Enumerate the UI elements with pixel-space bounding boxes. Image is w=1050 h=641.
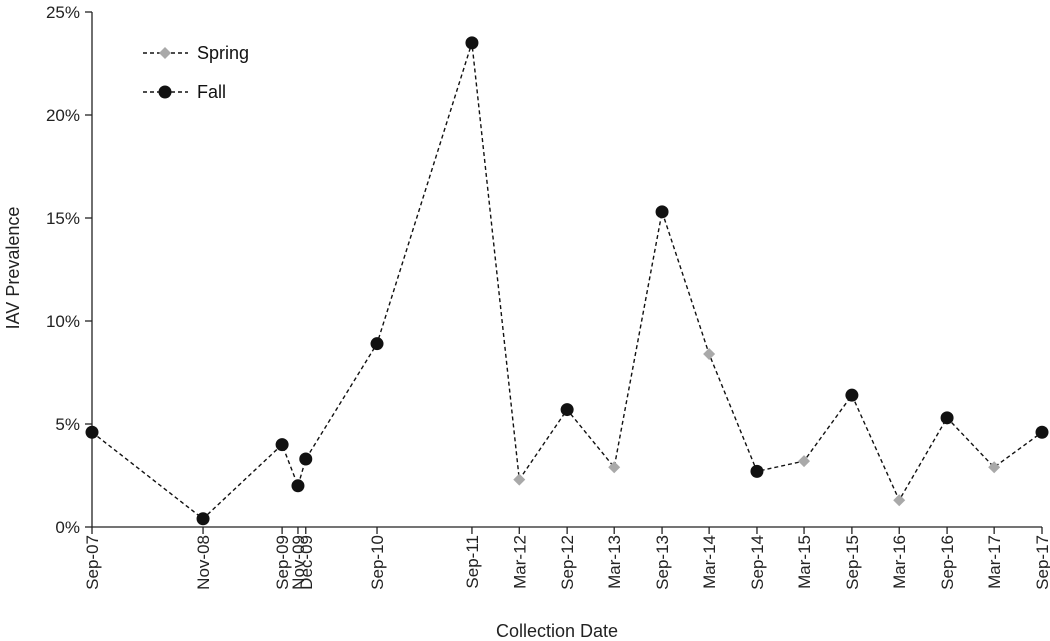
x-tick-label: Sep-14: [748, 535, 767, 590]
y-tick-label: 20%: [46, 106, 80, 125]
fall-point: [655, 205, 669, 219]
x-tick-label: Dec-09: [297, 535, 316, 590]
fall-point: [940, 411, 954, 425]
legend-label: Fall: [197, 82, 226, 102]
y-tick-label: 15%: [46, 209, 80, 228]
spring-point: [608, 461, 621, 474]
fall-point: [299, 452, 313, 466]
x-tick-label: Sep-16: [938, 535, 957, 590]
fall-point: [370, 337, 384, 351]
series-line: [91, 42, 1043, 520]
x-tick-label: Mar-14: [700, 535, 719, 589]
spring-point: [798, 455, 811, 468]
fall-point: [196, 512, 210, 526]
x-tick-label: Sep-07: [83, 535, 102, 590]
x-tick-label: Mar-13: [605, 535, 624, 589]
spring-point: [513, 473, 526, 486]
x-tick-label: Sep-13: [653, 535, 672, 590]
x-tick-label: Mar-16: [890, 535, 909, 589]
fall-point: [560, 403, 574, 417]
y-tick-label: 25%: [46, 3, 80, 22]
x-tick-label: Sep-11: [463, 535, 482, 589]
x-tick-label: Mar-15: [795, 535, 814, 589]
spring-point: [893, 494, 906, 507]
fall-point: [465, 36, 479, 50]
fall-point: [291, 479, 305, 493]
data-markers: [85, 36, 1049, 526]
y-tick-label: 5%: [55, 415, 80, 434]
y-axis-title: IAV Prevalence: [3, 207, 23, 330]
y-tick-label: 10%: [46, 312, 80, 331]
prevalence-line: [91, 42, 1043, 520]
x-tick-label: Nov-08: [194, 535, 213, 590]
x-tick-label: Sep-12: [558, 535, 577, 590]
fall-point: [845, 388, 859, 402]
x-tick-label: Sep-17: [1033, 535, 1050, 590]
spring-point: [988, 461, 1001, 474]
fall-point: [750, 464, 764, 478]
x-tick-label: Sep-09: [273, 535, 292, 590]
fall-point: [275, 438, 289, 452]
legend-spring-marker: [159, 47, 171, 59]
legend-label: Spring: [197, 43, 249, 63]
fall-point: [1035, 425, 1049, 439]
x-tick-label: Nov-09: [289, 535, 308, 590]
x-tick-label: Sep-15: [843, 535, 862, 590]
x-tick-label: Mar-17: [985, 535, 1004, 589]
spring-point: [703, 347, 716, 360]
x-tick-label: Mar-12: [510, 535, 529, 589]
legend-fall-marker: [158, 85, 172, 99]
y-tick-label: 0%: [55, 518, 80, 537]
y-axis: 0% 5% 10% 15% 20% 25%: [46, 3, 93, 537]
legend: Spring Fall: [143, 43, 249, 102]
fall-point: [85, 425, 99, 439]
x-tick-label: Sep-10: [368, 535, 387, 590]
x-axis-title: Collection Date: [496, 621, 618, 641]
